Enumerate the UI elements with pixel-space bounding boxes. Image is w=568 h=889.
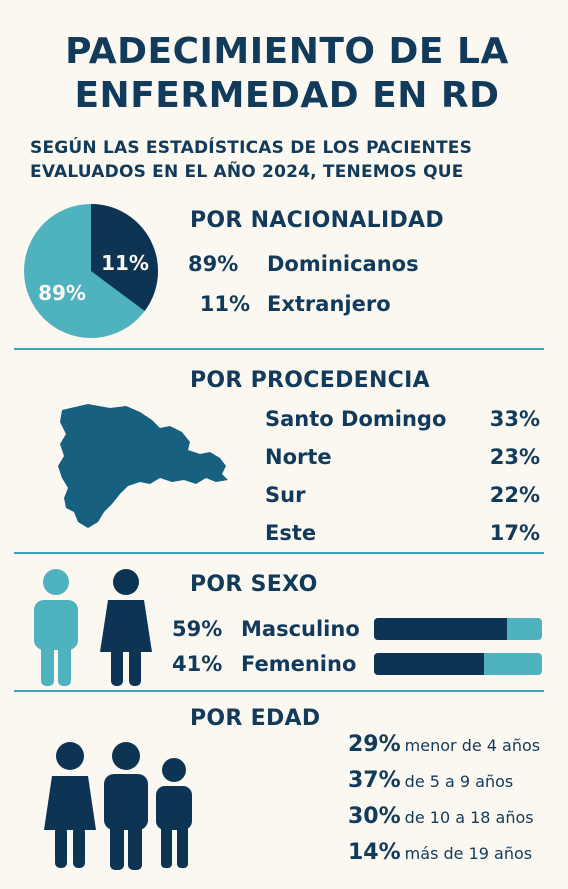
edad-pct: 29% [348,732,401,757]
pie-label-extranjero: 11% [101,251,149,275]
section-title-edad: POR EDAD [190,706,321,731]
procedencia-pct-santo-domingo: 33% [489,407,540,431]
nacionalidad-label-dominicanos: Dominicanos [267,252,419,276]
pie-label-dominicanos: 89% [38,281,86,305]
sexo-bar-fill-masculino [374,618,507,640]
edad-pct: 30% [348,804,401,829]
pie-slice-extranjero [91,204,159,312]
procedencia-pct-norte: 23% [489,445,540,469]
edad-label: más de 19 años [404,844,533,863]
procedencia-label-sur: Sur [265,483,306,507]
family-group-icon [44,742,192,870]
divider [14,552,544,554]
subtitle-line-1: SEGÚN LAS ESTADÍSTICAS DE LOS PACIENTES [30,138,473,158]
edad-row: 30% de 10 a 18 años [348,804,534,829]
page-title: PADECIMIENTO DE LA ENFERMEDAD EN RD [22,30,552,118]
nationality-pie-chart: 89% 11% [24,204,159,338]
section-title-nacionalidad: POR NACIONALIDAD [190,208,444,233]
section-title-procedencia: POR PROCEDENCIA [190,368,430,393]
edad-row: 37% de 5 a 9 años [348,768,513,793]
procedencia-label-este: Este [265,521,317,545]
edad-row: 14% más de 19 años [348,840,532,865]
sexo-bar-masculino [374,618,542,640]
nacionalidad-pct-dominicanos: 89% [188,252,239,276]
female-person-icon [100,569,152,686]
male-person-icon [34,569,78,686]
edad-row: 29% menor de 4 años [348,732,540,757]
sexo-label-femenino: Femenino [241,652,357,676]
sexo-pct-femenino: 41% [172,652,223,676]
edad-pct: 37% [348,768,401,793]
nacionalidad-pct-extranjero: 11% [199,292,250,316]
procedencia-label-norte: Norte [265,445,332,469]
sexo-pct-masculino: 59% [172,617,223,641]
edad-label: de 5 a 9 años [404,772,514,791]
edad-label: menor de 4 años [404,736,541,755]
divider [14,690,544,692]
section-title-sexo: POR SEXO [190,572,318,597]
page-subtitle: SEGÚN LAS ESTADÍSTICAS DE LOS PACIENTES … [30,136,550,184]
edad-pct: 14% [348,840,401,865]
procedencia-pct-sur: 22% [489,483,540,507]
procedencia-label-santo-domingo: Santo Domingo [265,407,447,431]
title-line-1: PADECIMIENTO DE LA [65,31,509,72]
dominican-republic-map-icon [58,404,228,528]
sexo-bar-femenino [374,653,542,675]
nacionalidad-label-extranjero: Extranjero [267,292,391,316]
sexo-label-masculino: Masculino [241,617,360,641]
divider [14,348,544,350]
sexo-bar-fill-femenino [374,653,485,675]
subtitle-line-2: EVALUADOS EN EL AÑO 2024, TENEMOS QUE [30,162,464,182]
edad-label: de 10 a 18 años [404,808,534,827]
title-line-2: ENFERMEDAD EN RD [74,75,500,116]
procedencia-pct-este: 17% [489,521,540,545]
